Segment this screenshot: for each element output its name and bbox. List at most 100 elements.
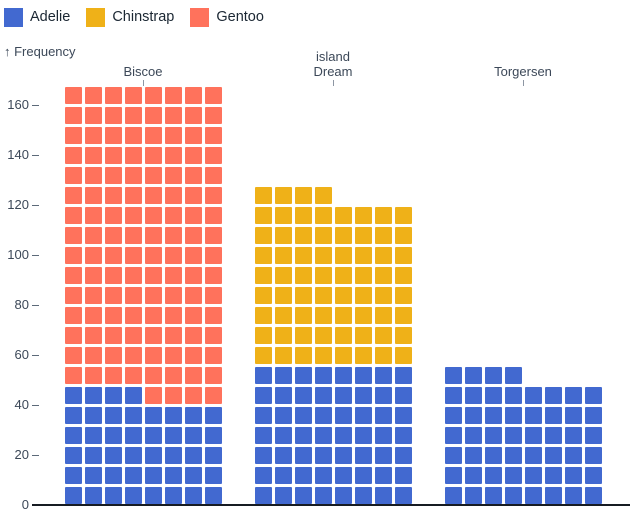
waffle-cell [184,406,202,424]
waffle-cell [544,426,562,444]
waffle-cell [314,266,332,284]
waffle-cell [184,246,202,264]
waffle-cell [354,346,372,364]
waffle-cell [144,386,162,404]
waffle-cell [64,406,82,424]
waffle-cell [204,266,222,284]
waffle-cell [294,426,312,444]
waffle-cell [314,206,332,224]
waffle-cell [484,466,502,484]
waffle-cell [584,426,602,444]
waffle-cell [294,286,312,304]
waffle-cell [204,426,222,444]
legend-item-adelie: Adelie [4,7,70,27]
waffle-cell [184,306,202,324]
waffle-cell [394,486,412,504]
waffle-cell [584,446,602,464]
waffle-cell [164,266,182,284]
waffle-cell [164,86,182,104]
waffle-cell [84,286,102,304]
waffle-cell [64,466,82,484]
waffle-cell [394,446,412,464]
waffle-cell [104,326,122,344]
waffle-cell [274,426,292,444]
waffle-cell [64,346,82,364]
waffle-cell [444,466,462,484]
waffle-cell [254,266,272,284]
waffle-cell [84,306,102,324]
waffle-cell [104,426,122,444]
legend-label: Gentoo [216,9,264,25]
waffle-cell [314,186,332,204]
y-tick-mark [32,204,39,206]
waffle-cell [274,466,292,484]
waffle-cell [64,166,82,184]
waffle-cell [274,186,292,204]
waffle-cell [314,246,332,264]
waffle-cell [84,106,102,124]
y-tick-mark [32,454,39,456]
waffle-cell [84,86,102,104]
waffle-cell [164,106,182,124]
facet-tick [332,80,334,86]
waffle-cell [374,386,392,404]
waffle-cell [124,466,142,484]
waffle-cell [164,386,182,404]
waffle-cell [294,226,312,244]
waffle-cell [64,386,82,404]
legend-swatch-gentoo [190,7,210,27]
waffle-cell [504,486,522,504]
waffle-cell [144,466,162,484]
waffle-cell [184,326,202,344]
waffle-cell [64,126,82,144]
waffle-cell [84,426,102,444]
waffle-cell [204,186,222,204]
waffle-cell [544,466,562,484]
waffle-cell [144,346,162,364]
waffle-cell [504,426,522,444]
waffle-cell [334,246,352,264]
y-tick-mark [32,154,39,156]
waffle-cell [314,366,332,384]
waffle-cell [274,286,292,304]
waffle-cell [294,246,312,264]
waffle-cell [394,286,412,304]
waffle-cell [314,406,332,424]
waffle-cell [104,146,122,164]
waffle-cell [294,466,312,484]
waffle-cell [124,126,142,144]
waffle-cell [184,366,202,384]
waffle-cell [354,466,372,484]
waffle-cell [314,426,332,444]
waffle-cell [334,346,352,364]
waffle-cell [354,206,372,224]
waffle-cell [274,226,292,244]
waffle-cell [484,446,502,464]
waffle-cell [184,126,202,144]
waffle-cell [144,446,162,464]
waffle-cell [144,186,162,204]
waffle-cell [294,486,312,504]
waffle-cell [144,146,162,164]
waffle-cell [184,186,202,204]
waffle-cell [124,306,142,324]
waffle-cell [164,326,182,344]
waffle-cell [254,366,272,384]
y-tick-mark [32,304,39,306]
waffle-cell [84,166,102,184]
waffle-cell [84,226,102,244]
legend-swatch-adelie [4,7,23,27]
waffle-cell [124,266,142,284]
waffle-cell [164,286,182,304]
waffle-cell [354,286,372,304]
waffle-cell [254,406,272,424]
waffle-cell [374,366,392,384]
facet-label-dream: Dream [313,64,353,79]
y-tick-mark [32,254,39,256]
waffle-cell [464,406,482,424]
waffle-cell [354,226,372,244]
waffle-cell [334,306,352,324]
waffle-cell [124,486,142,504]
waffle-cell [334,286,352,304]
waffle-cell [164,226,182,244]
